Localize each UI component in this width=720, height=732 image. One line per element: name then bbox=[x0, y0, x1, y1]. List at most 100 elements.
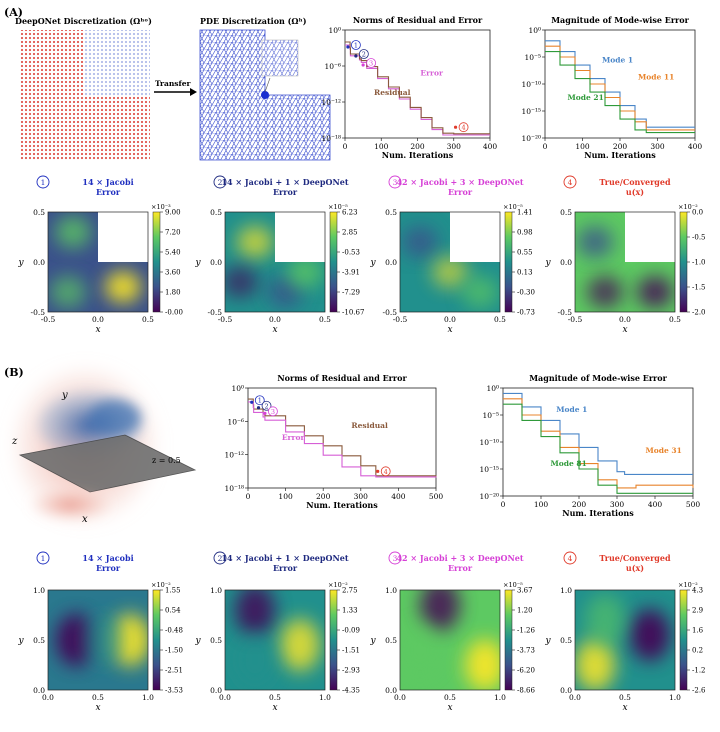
map-x-tick: 0.0 bbox=[569, 693, 581, 702]
map-x-label: x bbox=[447, 703, 452, 713]
panel-b-label: (B) bbox=[4, 366, 24, 379]
field-blob bbox=[235, 634, 275, 686]
x-axis-label: Num. Iterations bbox=[584, 150, 656, 160]
y-tick-label: 10⁻¹² bbox=[224, 451, 244, 460]
map-y-tick: 0.5 bbox=[33, 208, 45, 217]
map-marker-number: 4 bbox=[568, 178, 573, 187]
field-blob bbox=[402, 226, 438, 258]
annotation-point bbox=[346, 45, 350, 49]
map-y-tick: -0.5 bbox=[208, 308, 223, 317]
series-label: Mode 1 bbox=[556, 405, 587, 414]
map-field bbox=[48, 590, 148, 690]
map-y-tick: 0.0 bbox=[33, 258, 45, 267]
annotation-number: 3 bbox=[271, 408, 275, 416]
y-tick-label: 10⁻¹⁰ bbox=[521, 80, 541, 89]
chart-title: Norms of Residual and Error bbox=[277, 373, 407, 383]
annotation-point bbox=[354, 54, 358, 58]
x-tick-label: 300 bbox=[610, 500, 625, 509]
map-marker bbox=[388, 175, 402, 189]
map-marker bbox=[213, 175, 227, 189]
map-subtitle: u(x) bbox=[626, 563, 644, 573]
colorbar bbox=[152, 589, 161, 691]
map-marker-number: 2 bbox=[218, 554, 223, 563]
colorbar-tick-label: 3.67 bbox=[517, 587, 533, 595]
colorbar-tick-label: -1.0 bbox=[692, 259, 706, 267]
colorbar-tick-label: 1.55 bbox=[165, 587, 181, 595]
map-y-tick: 0.0 bbox=[210, 258, 222, 267]
field-blob bbox=[400, 624, 440, 676]
colorbar-tick-label: -1.50 bbox=[165, 647, 183, 655]
x-tick-label: 100 bbox=[374, 142, 389, 151]
map-marker-number: 3 bbox=[393, 554, 398, 563]
field-blob bbox=[287, 256, 323, 288]
colorbar-tick-label: 1.20 bbox=[517, 607, 533, 615]
colorbar-tick-label: -2.51 bbox=[165, 667, 183, 675]
map-y-tick: 0.5 bbox=[560, 208, 572, 217]
map-subtitle: Error bbox=[273, 187, 298, 197]
colorbar-tick-label: -0.53 bbox=[342, 249, 360, 257]
x-axis-label: Num. Iterations bbox=[562, 508, 634, 518]
y-tick-label: 10⁻¹⁵ bbox=[479, 465, 499, 474]
field-blob bbox=[637, 276, 673, 308]
map-marker-number: 2 bbox=[218, 178, 223, 187]
map-marker-number: 1 bbox=[41, 554, 46, 563]
chart-a-modes: Magnitude of Mode-wise Error 0 100 200 300 40… bbox=[521, 15, 702, 160]
annotation-marker bbox=[350, 40, 361, 50]
map-frame bbox=[399, 211, 501, 313]
map-subtitle: Error bbox=[448, 187, 473, 197]
map-x-tick: 0.5 bbox=[142, 315, 154, 324]
field-blob bbox=[105, 271, 141, 303]
colorbar-tick-label: -3.73 bbox=[517, 647, 535, 655]
map-title: 14 × Jacobi bbox=[82, 177, 133, 187]
map-x-tick: 0.0 bbox=[219, 693, 231, 702]
map-frame bbox=[47, 589, 149, 691]
field-blob bbox=[630, 609, 670, 661]
map-y-tick: 0.0 bbox=[210, 686, 222, 695]
colorbar-tick-label: -1.26 bbox=[517, 627, 535, 635]
x-tick-label: 300 bbox=[650, 142, 665, 151]
map-field bbox=[48, 212, 148, 312]
map-y-label: y bbox=[369, 258, 376, 268]
annotation-number: 1 bbox=[354, 42, 358, 50]
colorbar bbox=[504, 211, 513, 313]
map-y-tick: 1.0 bbox=[560, 586, 572, 595]
colorbar-tick-label: -4.35 bbox=[342, 687, 360, 695]
x-tick-label: 0 bbox=[343, 142, 348, 151]
map-y-tick: 1.0 bbox=[385, 586, 397, 595]
map-x-label: x bbox=[622, 703, 627, 713]
series-line-mode-21 bbox=[545, 51, 695, 134]
chart-frame bbox=[544, 29, 696, 139]
field-blob bbox=[280, 619, 320, 671]
colorbar-tick-label: -7.29 bbox=[342, 289, 360, 297]
colorbar-tick-label: 5.40 bbox=[165, 249, 181, 257]
map-y-tick: 0.5 bbox=[560, 636, 572, 645]
map-frame bbox=[224, 211, 326, 313]
map-title: 42 × Jacobi + 3 × DeepONet bbox=[396, 553, 523, 563]
map-x-tick: -0.5 bbox=[393, 315, 408, 324]
map-x-tick: 0.5 bbox=[269, 693, 281, 702]
map-subtitle: Error bbox=[448, 563, 473, 573]
colorbar-tick-label: -0.09 bbox=[342, 627, 360, 635]
x-tick-label: 400 bbox=[648, 500, 663, 509]
map-frame bbox=[574, 211, 676, 313]
map-x-tick: 0.0 bbox=[269, 315, 281, 324]
x-tick-label: 100 bbox=[278, 492, 293, 501]
colorbar-tick-label: 0.98 bbox=[517, 229, 533, 237]
mesh2-title: PDE Discretization (Ωʰ) bbox=[200, 16, 307, 26]
map-x-tick: -0.5 bbox=[568, 315, 583, 324]
map-title: 14 × Jacobi + 1 × DeepONet bbox=[221, 177, 348, 187]
chart-title: Magnitude of Mode-wise Error bbox=[529, 373, 667, 383]
map-y-tick: -0.5 bbox=[383, 308, 398, 317]
colorbar-tick-label: 1.33 bbox=[342, 607, 358, 615]
field-blob bbox=[462, 276, 498, 308]
colorbar bbox=[679, 211, 688, 313]
map-y-label: y bbox=[17, 258, 24, 268]
series-label: Residual bbox=[374, 88, 411, 97]
colorbar-tick-label: -1.2 bbox=[692, 667, 706, 675]
colorbar-tick-label: 1.41 bbox=[517, 209, 533, 217]
chart-b-modes: Magnitude of Mode-wise Error 0 100 200 300 40… bbox=[479, 373, 700, 518]
